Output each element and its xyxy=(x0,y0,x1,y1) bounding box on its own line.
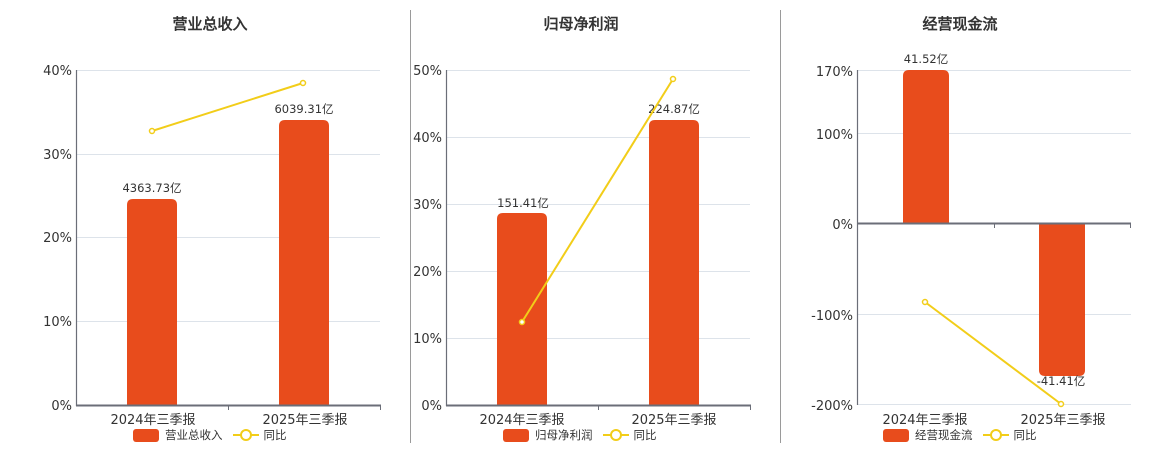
chart-legend: 归母净利润 同比 xyxy=(503,427,657,443)
legend-bar-swatch[interactable] xyxy=(503,428,529,442)
chart-title: 经营现金流 xyxy=(922,15,998,33)
x-tick: 2025年三季报 xyxy=(631,413,716,428)
y-tick: 20% xyxy=(413,265,442,280)
y-tick: 30% xyxy=(43,148,72,163)
y-tick: 10% xyxy=(43,315,72,330)
panel-divider xyxy=(780,10,781,443)
bar-2025[interactable] xyxy=(649,120,699,405)
chart-plot: 50% 40% 30% 20% 10% 0% 151.41亿 224.87亿 2… xyxy=(413,64,751,428)
yoy-line xyxy=(521,78,674,323)
yoy-point[interactable] xyxy=(669,75,677,83)
x-tick: 2025年三季报 xyxy=(1020,413,1105,428)
legend-bar-swatch[interactable] xyxy=(883,428,909,442)
bar-2024[interactable] xyxy=(903,70,949,223)
chart-plot: 170% 100% 0% -100% -200% 41.52亿 -41.41亿 … xyxy=(811,52,1131,428)
legend-bar-label[interactable]: 归母净利润 xyxy=(535,428,593,442)
chart-title: 营业总收入 xyxy=(172,15,248,33)
bar-2024[interactable] xyxy=(497,213,547,405)
chart-panel-operating-cash-flow: 经营现金流 170% 100% 0% -100% -200% 41.52亿 -4… xyxy=(781,0,1160,450)
bar-2025[interactable] xyxy=(1039,223,1085,376)
y-tick: 0% xyxy=(832,218,853,233)
yoy-point[interactable] xyxy=(1057,400,1065,408)
legend-line-icon[interactable] xyxy=(602,428,629,442)
x-tick: 2024年三季报 xyxy=(882,413,967,428)
legend-bar-swatch[interactable] xyxy=(133,428,159,442)
legend-line-icon[interactable] xyxy=(232,428,259,442)
chart-panel-net-profit: 归母净利润 50% 40% 30% 20% 10% 0% 151.41亿 224… xyxy=(411,0,780,450)
chart-legend: 经营现金流 同比 xyxy=(883,427,1037,443)
bar-value-label: 41.52亿 xyxy=(904,52,948,66)
y-tick: 170% xyxy=(816,65,853,80)
bar-value-label: -41.41亿 xyxy=(1037,374,1086,388)
y-tick: -100% xyxy=(811,309,853,324)
bar-value-label: 224.87亿 xyxy=(648,102,700,116)
legend-bar-label[interactable]: 营业总收入 xyxy=(165,428,223,442)
y-tick: 50% xyxy=(413,64,442,79)
yoy-point[interactable] xyxy=(518,318,526,326)
y-tick: 100% xyxy=(816,128,853,143)
yoy-point[interactable] xyxy=(299,79,307,87)
panel-divider xyxy=(410,10,411,443)
chart-title: 归母净利润 xyxy=(543,15,619,33)
legend-line-label[interactable]: 同比 xyxy=(633,428,657,442)
chart-panel-revenue: 营业总收入 40% 30% 20% 10% 0% 4363.73亿 6039.3… xyxy=(0,0,410,450)
y-tick: 0% xyxy=(421,399,442,414)
yoy-line xyxy=(924,301,1062,405)
yoy-line xyxy=(151,82,304,132)
x-tick: 2025年三季报 xyxy=(262,413,347,428)
legend-line-label[interactable]: 同比 xyxy=(1013,428,1037,442)
bar-value-label: 151.41亿 xyxy=(497,196,549,210)
bar-2024[interactable] xyxy=(127,199,177,405)
chart-legend: 营业总收入 同比 xyxy=(133,427,287,443)
legend-line-icon[interactable] xyxy=(982,428,1009,442)
y-tick: 0% xyxy=(51,399,72,414)
bar-2025[interactable] xyxy=(279,120,329,405)
y-tick: 40% xyxy=(413,131,442,146)
bar-value-label: 6039.31亿 xyxy=(274,102,333,116)
y-tick: 30% xyxy=(413,198,442,213)
y-tick: 20% xyxy=(43,231,72,246)
x-tick: 2024年三季报 xyxy=(110,413,195,428)
bar-value-label: 4363.73亿 xyxy=(122,181,181,195)
y-tick: 10% xyxy=(413,332,442,347)
yoy-point[interactable] xyxy=(921,298,929,306)
legend-bar-label[interactable]: 经营现金流 xyxy=(915,428,973,442)
y-tick: -200% xyxy=(811,399,853,414)
chart-plot: 40% 30% 20% 10% 0% 4363.73亿 6039.31亿 202… xyxy=(43,64,381,428)
legend-line-label[interactable]: 同比 xyxy=(263,428,287,442)
x-tick: 2024年三季报 xyxy=(479,413,564,428)
y-tick: 40% xyxy=(43,64,72,79)
yoy-point[interactable] xyxy=(148,127,156,135)
